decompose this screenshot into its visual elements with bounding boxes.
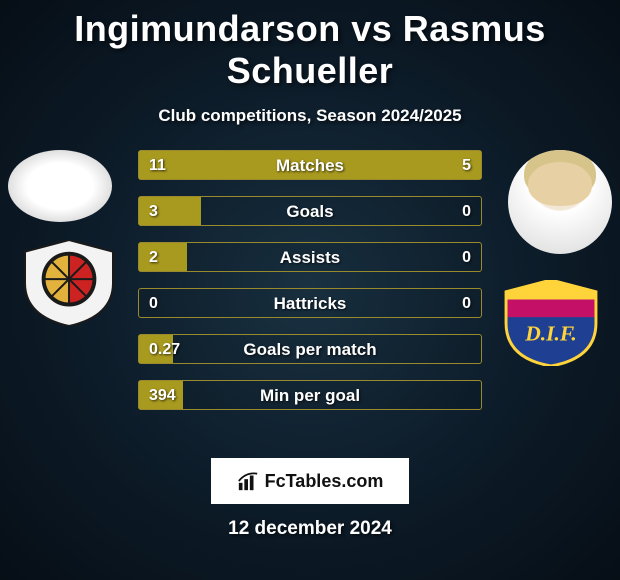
fctables-logo-icon [237,470,259,492]
stat-row: 00Hattricks [138,288,482,318]
stat-label: Matches [139,151,481,181]
infographic-date: 12 december 2024 [0,518,620,540]
fctables-label: FcTables.com [265,471,384,492]
stat-label: Assists [139,243,481,273]
svg-text:D.I.F.: D.I.F. [524,322,577,346]
player-right-club-badge: D.I.F. [502,280,600,366]
stat-label: Hattricks [139,289,481,319]
stat-label: Goals per match [139,335,481,365]
stat-row: 115Matches [138,150,482,180]
player-left-avatar [8,150,112,222]
stat-label: Min per goal [139,381,481,411]
comparison-panel: D.I.F. 115Matches 30Goals 20Assists 00Hattr… [0,150,620,440]
stat-row: 0.27Goals per match [138,334,482,364]
player-right-avatar [508,150,612,254]
stat-row: 394Min per goal [138,380,482,410]
stat-bars: 115Matches 30Goals 20Assists 00Hattricks 0.2… [138,150,482,410]
stat-row: 30Goals [138,196,482,226]
fctables-watermark: FcTables.com [211,458,409,504]
stat-row: 20Assists [138,242,482,272]
player-left-club-badge [20,240,118,326]
page-subtitle: Club competitions, Season 2024/2025 [0,106,620,126]
stat-label: Goals [139,197,481,227]
page-title: Ingimundarson vs Rasmus Schueller [0,0,620,92]
